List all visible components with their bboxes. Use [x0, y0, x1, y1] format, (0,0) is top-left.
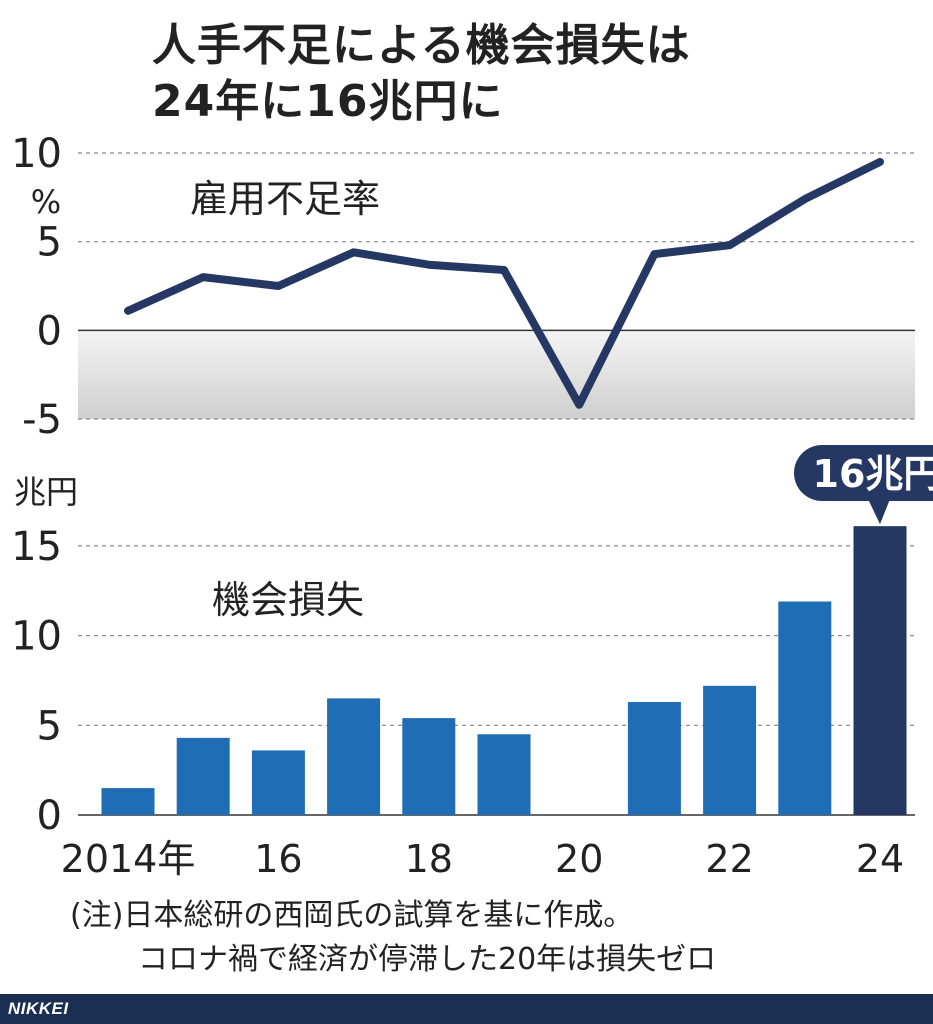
chart-title: 人手不足による機会損失は 24年に16兆円に [152, 18, 912, 130]
bar [251, 750, 305, 815]
title-line-1: 人手不足による機会損失は [152, 20, 691, 71]
line-y-tick-label: 5 [37, 220, 62, 266]
bar [327, 698, 381, 815]
bar-y-tick-label: 15 [11, 524, 62, 570]
line-point [427, 263, 430, 266]
line-point [653, 253, 656, 256]
note-line-1: (注)日本総研の西岡氏の試算を基に作成。 [70, 898, 634, 933]
line-point [352, 251, 355, 254]
bar-y-tick-label: 0 [37, 793, 62, 839]
callout-label: 16兆円 [813, 452, 933, 496]
bar-y-tick-label: 10 [11, 614, 62, 660]
bar [703, 685, 757, 815]
line-point [127, 309, 129, 312]
bar [402, 718, 456, 815]
negative-region-band [78, 330, 915, 419]
bar-series-label: 機会損失 [212, 578, 364, 622]
notes: (注)日本総研の西岡氏の試算を基に作成。 コロナ禍で経済が停滞した20年は損失ゼ… [70, 894, 716, 982]
footer-bar: NIKKEI [0, 994, 933, 1024]
brand-logo: NIKKEI [8, 999, 69, 1018]
x-tick-label: 2014年 [61, 837, 196, 881]
title-line-2: 24年に16兆円に [152, 76, 504, 127]
bar [101, 788, 155, 815]
line-y-tick-label: 0 [37, 308, 62, 354]
line-chart-employment-shortage: 10 5 0 -5% 雇用不足率 [11, 131, 915, 443]
callout-pointer [868, 499, 890, 525]
bar [853, 526, 907, 815]
x-tick-label: 16 [254, 837, 302, 881]
line-point [879, 160, 881, 163]
line-y-unit-label: % [31, 183, 61, 221]
line-point [803, 198, 806, 201]
line-point [202, 276, 205, 279]
x-tick-label: 24 [856, 837, 904, 881]
bar [627, 701, 681, 815]
bar-y-tick-label: 5 [37, 703, 62, 749]
x-tick-label: 18 [405, 837, 453, 881]
x-tick-label: 20 [555, 837, 603, 881]
line-point [578, 403, 581, 406]
line-series-label: 雇用不足率 [190, 177, 380, 221]
line-point [277, 285, 280, 287]
line-point [728, 244, 731, 247]
line-y-tick-label: -5 [22, 397, 62, 443]
bar [477, 734, 531, 815]
line-point [503, 269, 505, 272]
x-axis: 2014年 16 18 20 22 24 [61, 837, 905, 881]
bar-y-unit-label: 兆円 [14, 473, 78, 511]
bar [176, 737, 230, 815]
bar [778, 601, 832, 815]
note-line-2: コロナ禍で経済が停滞した20年は損失ゼロ [138, 942, 717, 977]
x-tick-label: 22 [705, 837, 753, 881]
line-y-tick-label: 10 [11, 131, 62, 177]
callout-bubble [794, 445, 933, 501]
